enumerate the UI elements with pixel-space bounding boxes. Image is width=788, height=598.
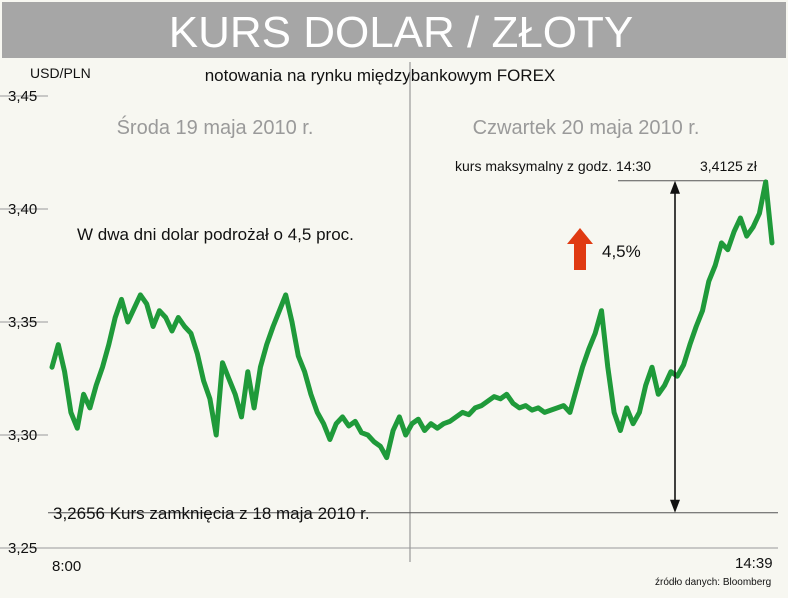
close-level-note: 3,2656 Kurs zamknięcia z 18 maja 2010 r. (53, 504, 370, 523)
source-note: źródło danych: Bloomberg (655, 577, 771, 588)
chart-subtitle: notowania na rynku międzybankowym FOREX (205, 66, 556, 85)
y-axis-unit: USD/PLN (30, 65, 91, 81)
y-tick-label: 3,25 (8, 540, 37, 557)
day-label-thursday: Czwartek 20 maja 2010 r. (473, 117, 700, 139)
max-level-value: 3,4125 zł (700, 158, 758, 174)
range-arrow-head-down (670, 499, 680, 513)
range-arrow (670, 180, 680, 513)
y-tick-label: 3,35 (8, 314, 37, 331)
x-tick-label-end: 14:39 (735, 555, 773, 572)
gain-note: W dwa dni dolar podrożał o 4,5 proc. (77, 225, 354, 244)
up-arrow-icon (567, 228, 593, 270)
gridlines (0, 95, 778, 549)
gain-percent: 4,5% (602, 242, 641, 261)
title-band (2, 2, 786, 58)
y-tick-label: 3,45 (8, 88, 37, 105)
chart-title: KURS DOLAR / ZŁOTY (169, 8, 634, 57)
y-tick-label: 3,40 (8, 201, 37, 218)
range-arrow-head-up (670, 180, 680, 194)
x-tick-label-start: 8:00 (52, 558, 81, 575)
y-tick-labels: 3,45 3,40 3,35 3,30 3,25 (8, 88, 37, 557)
max-level-note: kurs maksymalny z godz. 14:30 (455, 158, 651, 174)
series-line (49, 179, 775, 461)
day-label-wednesday: Środa 19 maja 2010 r. (117, 115, 314, 139)
y-tick-label: 3,30 (8, 427, 37, 444)
